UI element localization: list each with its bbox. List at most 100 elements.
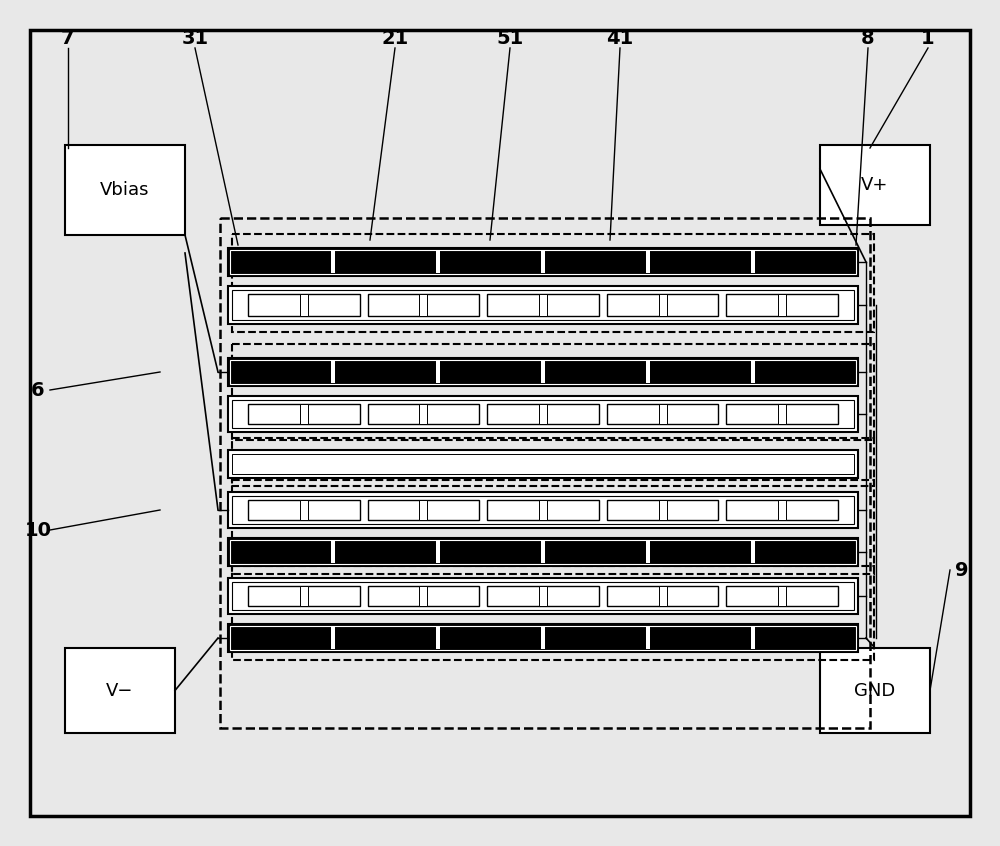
Bar [232, 290, 854, 320]
Bar [419, 586, 427, 606]
Text: 51: 51 [496, 29, 524, 47]
Bar [331, 627, 335, 649]
Bar [646, 251, 650, 273]
Bar [419, 500, 427, 520]
Bar [646, 627, 650, 649]
Bar [778, 586, 786, 606]
Bar [228, 538, 858, 566]
Bar [646, 361, 650, 383]
Text: 10: 10 [24, 520, 52, 540]
Bar [541, 541, 545, 563]
Bar [232, 566, 874, 660]
Text: Vbias: Vbias [100, 181, 150, 199]
Bar [726, 294, 838, 316]
Bar [232, 454, 854, 474]
Bar [248, 404, 360, 424]
Bar [228, 286, 858, 324]
Bar [228, 396, 858, 432]
Bar [232, 234, 874, 332]
Bar [539, 586, 547, 606]
Text: 8: 8 [861, 29, 875, 47]
Bar [232, 400, 854, 428]
Bar [541, 361, 545, 383]
Bar [436, 627, 440, 649]
Bar [300, 294, 308, 316]
Bar [232, 480, 874, 574]
Text: V+: V+ [861, 176, 889, 194]
Bar [539, 294, 547, 316]
Bar [820, 145, 930, 225]
Bar [230, 626, 856, 650]
Bar [778, 404, 786, 424]
Bar [230, 250, 856, 274]
Bar [419, 294, 427, 316]
Bar [726, 500, 838, 520]
Bar [778, 294, 786, 316]
Bar [487, 500, 599, 520]
Bar [248, 500, 360, 520]
Bar [230, 540, 856, 564]
Text: 6: 6 [31, 381, 45, 399]
Bar [232, 496, 854, 524]
Bar [300, 500, 308, 520]
Bar [646, 541, 650, 563]
Bar [751, 361, 755, 383]
Bar [541, 251, 545, 273]
Bar [368, 404, 479, 424]
Bar [659, 586, 667, 606]
Bar [436, 361, 440, 383]
Bar [820, 648, 930, 733]
Bar [659, 500, 667, 520]
Text: 9: 9 [955, 561, 969, 580]
Bar [751, 627, 755, 649]
Bar [487, 586, 599, 606]
Text: 31: 31 [181, 29, 209, 47]
Bar [726, 586, 838, 606]
Bar [607, 500, 718, 520]
Bar [248, 586, 360, 606]
Bar [228, 578, 858, 614]
Bar [228, 492, 858, 528]
Bar [659, 294, 667, 316]
Bar [368, 500, 479, 520]
Bar [300, 586, 308, 606]
Bar [368, 294, 479, 316]
Bar [607, 586, 718, 606]
Bar [778, 500, 786, 520]
Bar [230, 360, 856, 384]
Bar [228, 624, 858, 652]
Bar [300, 404, 308, 424]
Text: 21: 21 [381, 29, 409, 47]
Bar [331, 361, 335, 383]
Bar [232, 438, 874, 486]
Bar [539, 500, 547, 520]
Text: V−: V− [106, 682, 134, 700]
Bar [232, 344, 874, 440]
Bar [232, 582, 854, 610]
Bar [607, 404, 718, 424]
Bar [65, 648, 175, 733]
Text: GND: GND [854, 682, 896, 700]
Bar [228, 248, 858, 276]
Bar [539, 404, 547, 424]
Text: 7: 7 [61, 29, 75, 47]
Bar [751, 541, 755, 563]
Bar [248, 294, 360, 316]
Bar [436, 251, 440, 273]
Bar [419, 404, 427, 424]
Text: 41: 41 [606, 29, 634, 47]
Bar [331, 251, 335, 273]
Bar [228, 358, 858, 386]
Bar [331, 541, 335, 563]
Bar [487, 404, 599, 424]
Bar [726, 404, 838, 424]
Bar [228, 450, 858, 478]
Bar [220, 218, 870, 728]
Bar [65, 145, 185, 235]
Bar [607, 294, 718, 316]
Text: 1: 1 [921, 29, 935, 47]
Bar [436, 541, 440, 563]
Bar [487, 294, 599, 316]
Bar [368, 586, 479, 606]
Bar [751, 251, 755, 273]
